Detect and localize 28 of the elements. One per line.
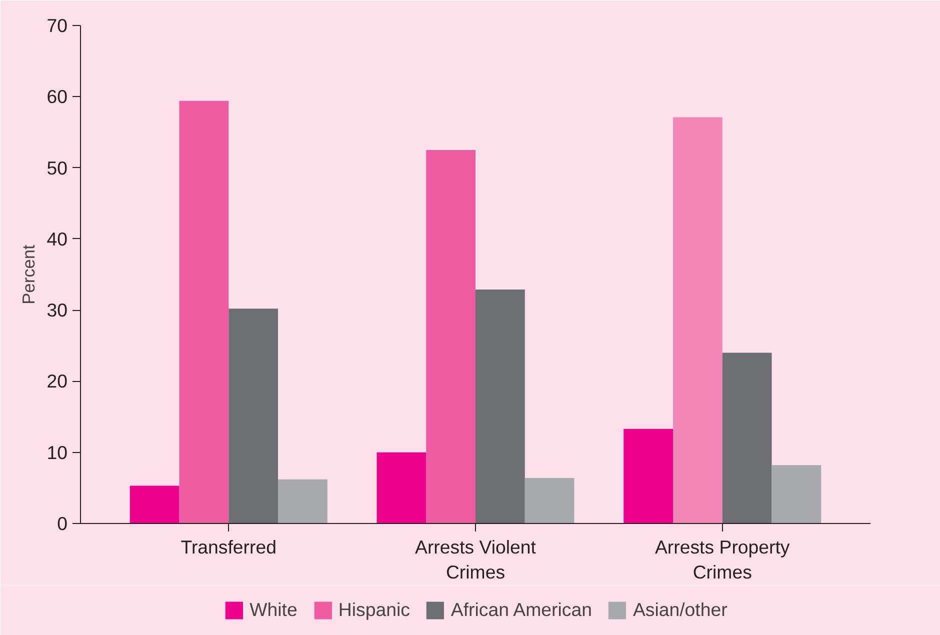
- y-axis-title: Percent: [18, 244, 39, 304]
- legend-label: African American: [450, 599, 592, 621]
- y-tick-label: 50: [46, 157, 68, 178]
- bar: [426, 150, 476, 524]
- legend-label: White: [250, 599, 298, 621]
- y-tick-label: 60: [46, 86, 68, 108]
- bar: [179, 100, 229, 524]
- x-tick-label: Arrests Property Crimes: [654, 536, 790, 583]
- y-tick-label: 10: [46, 442, 68, 463]
- bar: [376, 452, 426, 524]
- y-tick-label: 20: [46, 370, 68, 392]
- legend-label: Asian/other: [632, 599, 728, 621]
- bar: [624, 428, 673, 524]
- bar: [772, 465, 822, 524]
- y-tick-label: 0: [57, 513, 68, 534]
- legend-label: Hispanic: [338, 599, 410, 621]
- bar: [722, 352, 772, 524]
- y-tick-label: 40: [46, 228, 68, 250]
- bar: [476, 289, 525, 524]
- bar: [278, 479, 328, 524]
- bar: [130, 486, 180, 524]
- y-tick-label: 30: [46, 300, 68, 321]
- x-tick-label: Arrests Violent Crimes: [415, 536, 537, 583]
- y-tick-label: 70: [46, 15, 68, 36]
- bar: [228, 308, 278, 524]
- x-tick-label: Transferred: [180, 536, 276, 558]
- bar: [673, 117, 722, 524]
- bar: [524, 478, 574, 524]
